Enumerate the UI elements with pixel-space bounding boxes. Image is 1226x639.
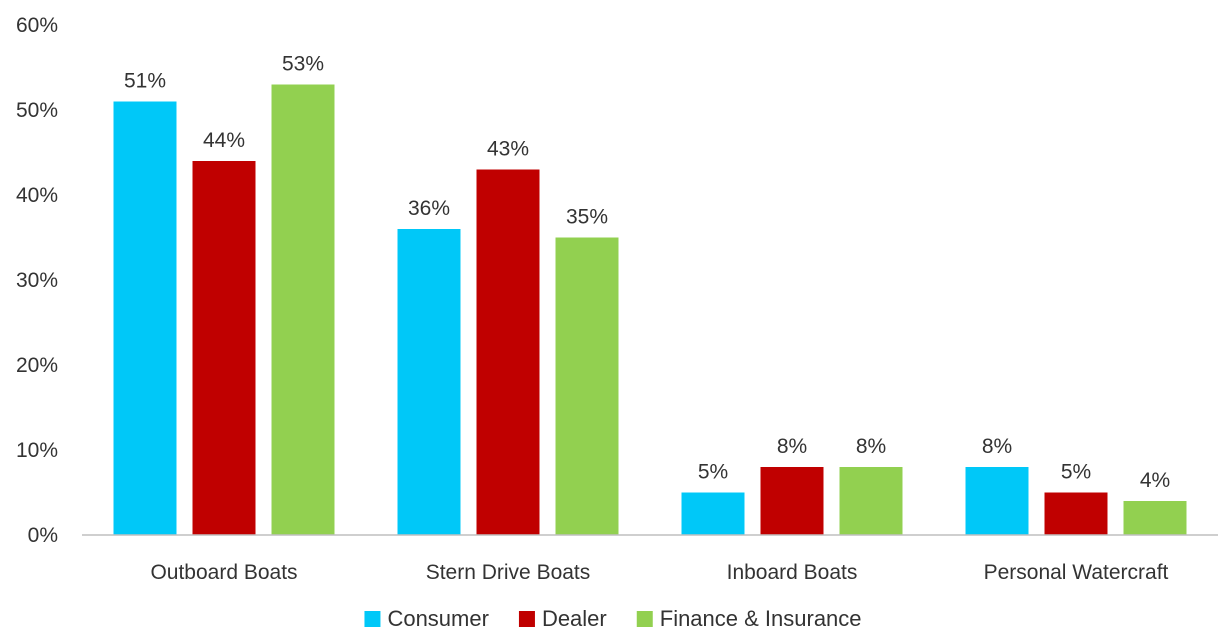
bar-dealer-3 bbox=[1044, 492, 1108, 535]
category-label: Stern Drive Boats bbox=[426, 561, 591, 584]
data-label: 36% bbox=[408, 197, 450, 220]
data-labels-group: 51% 44% 53% 36% 43% 35% 5% 8% 8% 8% 5% 4% bbox=[124, 53, 1170, 493]
legend-swatch bbox=[364, 611, 381, 627]
legend: Consumer Dealer Finance & Insurance bbox=[364, 606, 862, 631]
data-label: 8% bbox=[856, 435, 886, 458]
y-tick-label: 10% bbox=[16, 439, 58, 462]
bar-consumer-2 bbox=[681, 492, 745, 535]
bar-consumer-0 bbox=[113, 101, 177, 535]
bar-dealer-2 bbox=[760, 467, 824, 535]
data-label: 44% bbox=[203, 129, 245, 152]
data-label: 43% bbox=[487, 138, 529, 161]
bar-dealer-0 bbox=[192, 161, 256, 535]
y-tick-label: 0% bbox=[28, 524, 58, 547]
bars-group bbox=[113, 84, 1187, 535]
y-tick-label: 40% bbox=[16, 184, 58, 207]
y-tick-label: 20% bbox=[16, 354, 58, 377]
y-tick-label: 30% bbox=[16, 269, 58, 292]
data-label: 4% bbox=[1140, 469, 1170, 492]
bar-finance-insurance-2 bbox=[839, 467, 903, 535]
data-label: 5% bbox=[698, 461, 728, 484]
bar-finance-insurance-3 bbox=[1123, 501, 1187, 535]
legend-label: Consumer bbox=[387, 606, 488, 631]
legend-label: Finance & Insurance bbox=[660, 606, 862, 631]
data-label: 53% bbox=[282, 53, 324, 76]
legend-swatch bbox=[518, 611, 535, 627]
legend-label: Dealer bbox=[542, 606, 607, 631]
bar-finance-insurance-1 bbox=[555, 237, 619, 535]
data-label: 8% bbox=[777, 435, 807, 458]
bar-dealer-1 bbox=[476, 169, 540, 535]
y-tick-label: 50% bbox=[16, 99, 58, 122]
data-label: 8% bbox=[982, 435, 1012, 458]
category-label: Inboard Boats bbox=[727, 561, 858, 584]
bar-consumer-1 bbox=[397, 229, 461, 535]
data-label: 51% bbox=[124, 70, 166, 93]
category-labels-group: Outboard Boats Stern Drive Boats Inboard B… bbox=[150, 561, 1168, 584]
legend-swatch bbox=[636, 611, 653, 627]
y-axis-ticks: 0% 10% 20% 30% 40% 50% 60% bbox=[16, 14, 58, 547]
category-label: Personal Watercraft bbox=[984, 561, 1169, 584]
data-label: 35% bbox=[566, 206, 608, 229]
category-label: Outboard Boats bbox=[150, 561, 297, 584]
bar-finance-insurance-0 bbox=[271, 84, 335, 535]
bar-consumer-3 bbox=[965, 467, 1029, 535]
data-label: 5% bbox=[1061, 461, 1091, 484]
y-tick-label: 60% bbox=[16, 14, 58, 37]
